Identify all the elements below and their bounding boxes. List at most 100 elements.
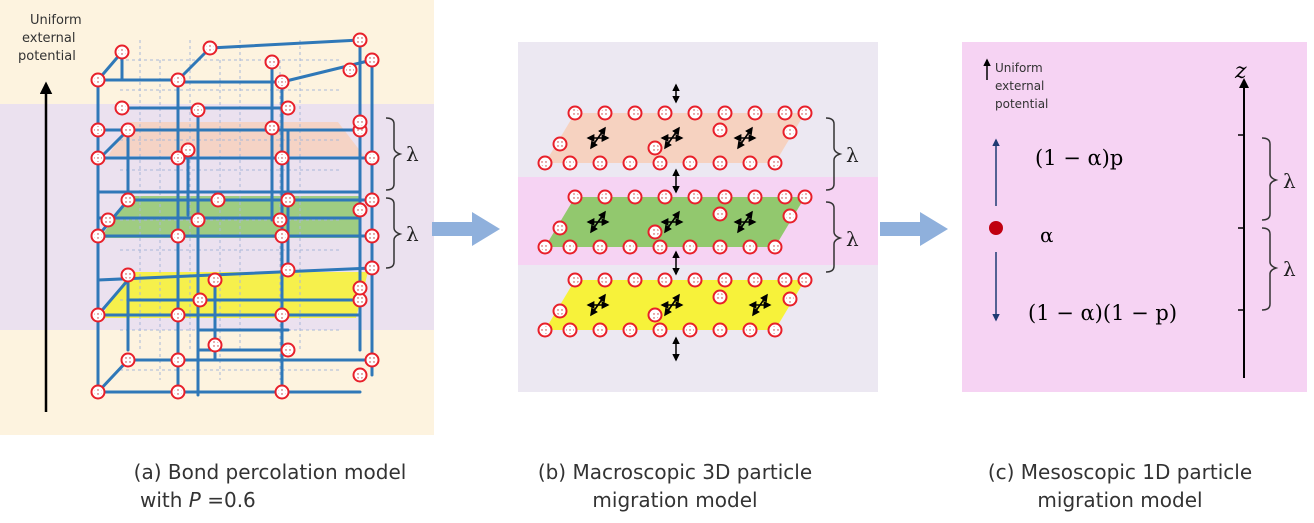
particle-marker [797,189,813,205]
particle-marker [537,239,553,255]
particle-marker [100,212,116,228]
particle-marker [274,384,290,400]
hop-up-probability: (1 − α)p [1035,146,1123,170]
potential-label-line2: external [22,31,76,46]
particle-marker [652,239,668,255]
particle-marker [120,352,136,368]
particle-marker [782,208,798,224]
particle-marker [712,122,728,138]
particle-marker [352,280,368,296]
particle-marker [717,105,733,121]
particle-marker [364,52,380,68]
z-axis-label: z [1234,59,1247,84]
caption-c-line2: migration model [1037,488,1203,512]
particle-marker [712,289,728,305]
particle-marker [682,239,698,255]
particle-marker [597,189,613,205]
particle-marker [767,322,783,338]
particle-marker [682,322,698,338]
particle-marker [687,105,703,121]
particle-marker [742,322,758,338]
particle-marker [712,322,728,338]
particle-marker [652,322,668,338]
particle-marker [364,228,380,244]
particle-marker [274,150,290,166]
particle-marker [207,337,223,353]
particle-marker [597,105,613,121]
particle-marker [777,105,793,121]
caption-b-line1: (b) Macroscopic 3D particle [537,460,813,484]
particle-marker [90,122,106,138]
particle-marker [90,72,106,88]
caption-a-value: =0.6 [200,488,256,512]
particle-marker [647,307,663,323]
particle-marker [592,239,608,255]
particle-marker [170,72,186,88]
particle-marker [647,224,663,240]
particle-marker [120,122,136,138]
particle-marker [280,262,296,278]
particle-marker [190,102,206,118]
caption-a-variable: P [188,488,201,512]
particle-marker [562,322,578,338]
lambda-label-b-upper: λ [846,143,859,167]
particle-marker [592,155,608,171]
particle-marker [264,54,280,70]
particle-marker [364,192,380,208]
hop-down-probability: (1 − α)(1 − p) [1028,301,1177,325]
dashed-back-grid [120,40,340,380]
particle-marker [90,150,106,166]
cross-arrow-icon [660,126,684,150]
stay-probability: α [1040,223,1054,247]
cross-arrow-icon [733,210,757,234]
particle-marker [627,105,643,121]
particle-marker [192,292,208,308]
particle-marker [567,189,583,205]
particle-marker [170,228,186,244]
panel-b-particles [537,105,813,338]
particle-marker [90,384,106,400]
particle-marker [537,155,553,171]
particle-marker [114,44,130,60]
lambda-label-b-lower: λ [846,227,859,251]
particle-marker [657,272,673,288]
particle-marker [717,272,733,288]
particle-marker [652,155,668,171]
particle-marker [562,239,578,255]
particle-marker [767,239,783,255]
particle-marker [90,228,106,244]
potential-label-line3: potential [18,49,76,64]
particle-marker [202,40,218,56]
particle-marker [797,272,813,288]
particle-marker [712,206,728,222]
particle-marker [687,189,703,205]
particle-marker [264,120,280,136]
particle-marker [567,272,583,288]
caption-c: (c) Mesoscopic 1D particle migration mod… [960,458,1280,514]
caption-a: (a) Bond percolation model with P =0.6 [120,458,420,514]
particle-marker [352,202,368,218]
particle-marker [777,189,793,205]
cross-arrow-icon [586,210,610,234]
lambda-bracket-lower [385,197,403,269]
particle-marker [647,140,663,156]
particle-marker [280,342,296,358]
particle-marker [170,352,186,368]
particle-marker [742,155,758,171]
particle-marker [180,142,196,158]
particle-marker [562,155,578,171]
particle-marker [777,272,793,288]
particle-marker [622,322,638,338]
particle-marker [657,105,673,121]
cross-arrow-icon [586,293,610,317]
caption-a-line2: with P =0.6 [120,486,420,514]
particle-marker [210,192,226,208]
panel-c-background [962,42,1307,392]
particle-marker [717,189,733,205]
cross-arrow-icon [660,210,684,234]
particle-marker [622,239,638,255]
caption-a-prefix: with [140,488,189,512]
particle-marker [597,272,613,288]
lambda-label-a-lower: λ [406,222,419,246]
caption-b: (b) Macroscopic 3D particle migration mo… [520,458,830,514]
